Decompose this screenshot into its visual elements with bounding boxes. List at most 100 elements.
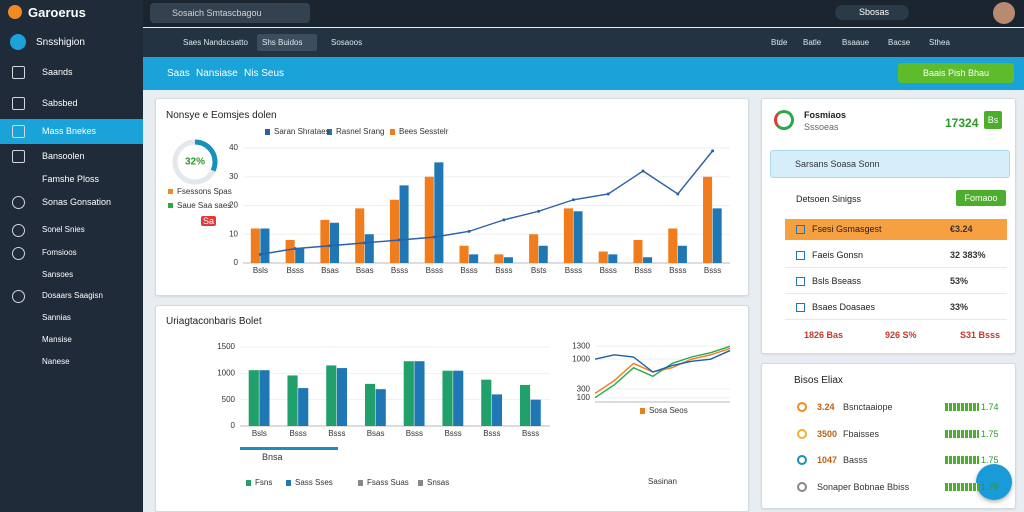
sidebar-item[interactable]: Sonas Gonsation (42, 197, 112, 207)
status[interactable]: Sbosas (835, 5, 909, 20)
sidebar-item[interactable]: Famshe Ploss (42, 174, 100, 184)
nav-link[interactable]: Bacse (888, 38, 911, 47)
nav-link[interactable]: Batle (803, 38, 822, 47)
y-tick-label: 100 (577, 393, 591, 402)
nav-link[interactable]: Bsaaue (842, 38, 870, 47)
sidebar-item[interactable]: Mansise (42, 335, 72, 344)
x-tick-label: Bsts (531, 266, 547, 275)
bar (633, 240, 643, 263)
x-tick-label: Bsss (522, 429, 539, 438)
nav-tab[interactable]: Sosaoos (331, 38, 363, 47)
bar (519, 384, 531, 426)
sidebar-icon (12, 97, 25, 110)
row-highlight (785, 219, 1007, 240)
bar (668, 228, 678, 263)
bar (250, 228, 260, 263)
stat-bar (945, 456, 979, 464)
sidebar-item[interactable]: Saands (42, 67, 73, 77)
search-box[interactable]: Sarsans Soasa Sonn (770, 150, 1010, 178)
sidebar-item[interactable]: Sannias (42, 313, 71, 322)
summary-title: Fosmiaos (804, 110, 847, 120)
legend-label: Fsessons Spas (177, 187, 232, 196)
sidebar-item[interactable]: Sonel Snies (42, 225, 85, 234)
list-title: Detsoen Sinigss (796, 194, 862, 204)
row-divider (785, 267, 1007, 268)
breadcrumb[interactable]: Nansiase (196, 68, 238, 79)
line-point (711, 149, 715, 153)
avatar[interactable] (993, 2, 1015, 24)
sidebar-icon (10, 34, 26, 50)
bar (414, 361, 425, 426)
line-point (293, 247, 297, 251)
legend-swatch (418, 480, 423, 486)
bar (375, 389, 386, 426)
bar (295, 248, 305, 263)
bar (364, 234, 374, 263)
nav-tab[interactable]: Saes Nandscsatto (183, 38, 248, 47)
nav-tab[interactable]: Shs Buidos (262, 38, 303, 47)
bar (598, 251, 608, 263)
sidebar-icon (12, 125, 25, 138)
bar (424, 176, 434, 263)
x-tick-label: Bsas (356, 266, 374, 275)
sidebar-active (0, 119, 143, 144)
row-icon (796, 277, 805, 286)
sidebar-title: Snsshigion (36, 37, 85, 48)
line (594, 349, 731, 373)
legend-swatch (286, 480, 291, 486)
line-point (537, 209, 541, 213)
sidebar-item[interactable]: Mass Bnekes (42, 126, 97, 136)
legend-swatch (390, 129, 395, 135)
bar (459, 245, 469, 263)
sidebar-item[interactable]: Bansoolen (42, 151, 85, 161)
bar (260, 228, 270, 263)
sidebar-icon (12, 196, 25, 209)
sidebar-item[interactable]: Fomsioos (42, 248, 77, 257)
fab[interactable] (976, 464, 1012, 500)
stat-icon (797, 402, 807, 412)
x-tick-label: Bsss (406, 429, 423, 438)
search[interactable]: Sosaich Smtascbagou (150, 3, 310, 23)
legend-label: Snsas (427, 478, 449, 487)
row-icon (796, 225, 805, 234)
sidebar-item[interactable]: Dosaars Saagisn (42, 291, 103, 300)
line-point (641, 169, 645, 173)
stat-bar (945, 483, 979, 491)
line-point (571, 198, 575, 202)
bar (442, 370, 453, 426)
bar (469, 254, 479, 263)
sidebar-item[interactable]: Sabsbed (42, 98, 78, 108)
list-button[interactable]: Fomaoo (956, 190, 1006, 206)
stat-name: Fbaisses (843, 429, 880, 439)
row-name: Bsaes Doasaes (812, 302, 876, 312)
bar (403, 361, 414, 426)
line-point (328, 244, 332, 248)
stat-bar-label: 1.75 (981, 429, 999, 439)
sidebar-item[interactable]: Sansoes (42, 270, 74, 279)
footer-stat: 926 S% (885, 330, 917, 340)
nav-link[interactable]: Sthea (929, 38, 950, 47)
bar (529, 234, 539, 263)
legend-label: Fsns (255, 478, 272, 487)
banner-button[interactable]: Baais Pish Bhau (898, 63, 1014, 83)
legend-label: Fsass Suas (367, 478, 409, 487)
sidebar-item[interactable]: Nanese (42, 357, 70, 366)
nav-link[interactable]: Btde (771, 38, 788, 47)
footer-stat: S31 Bsss (960, 330, 1001, 340)
y-tick-label: 1000 (572, 354, 590, 363)
bar (703, 176, 713, 263)
bar (563, 208, 573, 263)
x-axis-label: Sasinan (648, 477, 677, 486)
x-tick-label: Bsss (426, 266, 443, 275)
breadcrumb[interactable]: Saas (167, 68, 190, 79)
x-tick-label: Bsss (444, 429, 461, 438)
x-tick-label: Bsss (460, 266, 477, 275)
breadcrumb[interactable]: Nis Seus (244, 68, 285, 79)
bar (287, 375, 298, 426)
app-name: Garoerus (28, 5, 86, 20)
stat-bar-label: 1.74 (981, 402, 999, 412)
x-tick-label: Bsss (483, 429, 500, 438)
x-tick-label: Bsss (289, 429, 306, 438)
